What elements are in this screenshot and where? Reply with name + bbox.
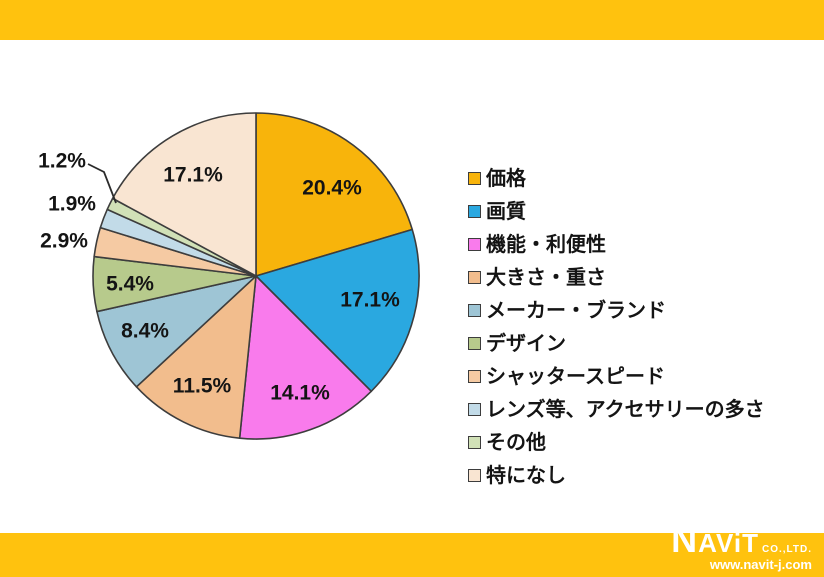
pie-value-label-4: 11.5% (173, 375, 232, 398)
pie-value-label-8: 1.9% (48, 193, 96, 216)
top-banner (0, 0, 824, 40)
legend-label: 画質 (486, 200, 526, 223)
legend-swatch (468, 403, 481, 416)
legend-item-7: シャッタースピード (468, 360, 765, 393)
pie-slice-5 (96, 275, 257, 388)
legend-item-1: 価格 (468, 162, 765, 195)
legend-item-8: レンズ等、アクセサリーの多さ (468, 393, 765, 426)
pie-value-label-3: 14.1% (270, 382, 330, 405)
legend-item-3: 機能・利便性 (468, 228, 765, 261)
pie-value-label-5: 8.4% (121, 320, 169, 343)
legend-swatch (468, 238, 481, 251)
legend-label: その他 (486, 431, 546, 454)
legend: 価格画質機能・利便性 大きさ・重さメーカー・ブランド デザインシャッタースピードレン… (468, 162, 765, 492)
bottom-banner: NAViT CO.,LTD. www.navit-j.com (0, 526, 824, 577)
pie-slice-3 (238, 275, 373, 440)
pie-slice-1 (255, 112, 414, 277)
legend-swatch (468, 172, 481, 185)
logo-line1: NAViT CO.,LTD. (671, 522, 812, 558)
legend-item-2: 画質 (468, 195, 765, 228)
pie-value-label-9: 1.2% (38, 150, 86, 173)
navit-logo: NAViT CO.,LTD. www.navit-j.com (671, 522, 812, 572)
legend-label: メーカー・ブランド (486, 299, 666, 322)
legend-swatch (468, 469, 481, 482)
pie-value-label-7: 2.9% (40, 230, 88, 253)
legend-swatch (468, 271, 481, 284)
legend-label: 機能・利便性 (486, 233, 606, 256)
legend-label: 大きさ・重さ (486, 266, 606, 289)
pie-slice-2 (255, 228, 420, 393)
logo-url: www.navit-j.com (709, 556, 812, 572)
legend-item-4: 大きさ・重さ (468, 261, 765, 294)
chart-area: 20.4% 17.1% 14.1% 11.5% 8.4% 5.4% 2.9% 1.9% 1.2%… (0, 40, 824, 533)
pie-value-label-6: 5.4% (106, 273, 154, 296)
legend-label: デザイン (486, 332, 566, 355)
logo-suffix: CO.,LTD. (761, 543, 812, 555)
leader-line (87, 163, 117, 204)
pie-value-label-10: 17.1% (163, 164, 223, 187)
legend-label: 特になし (486, 464, 566, 487)
legend-item-5: メーカー・ブランド (468, 294, 765, 327)
logo-name: NAViT (671, 518, 759, 560)
legend-swatch (468, 337, 481, 350)
legend-label: レンズ等、アクセサリーの多さ (486, 398, 765, 421)
pie-chart: 20.4% 17.1% 14.1% 11.5% 8.4% 5.4% 2.9% 1.9% 1.2%… (38, 112, 420, 440)
legend-item-9: その他 (468, 426, 765, 459)
legend-label: 価格 (486, 167, 526, 190)
pie-value-label-2: 17.1% (340, 289, 400, 312)
legend-label: シャッタースピード (486, 365, 665, 388)
pie-slice-4 (135, 275, 257, 439)
legend-swatch (468, 304, 481, 317)
legend-swatch (468, 436, 481, 449)
legend-item-6: デザイン (468, 327, 765, 360)
legend-swatch (468, 205, 481, 218)
legend-item-10: 特になし (468, 459, 765, 492)
pie-slice-10 (111, 112, 257, 277)
legend-swatch (468, 370, 481, 383)
pie-value-label-1: 20.4% (302, 177, 362, 200)
